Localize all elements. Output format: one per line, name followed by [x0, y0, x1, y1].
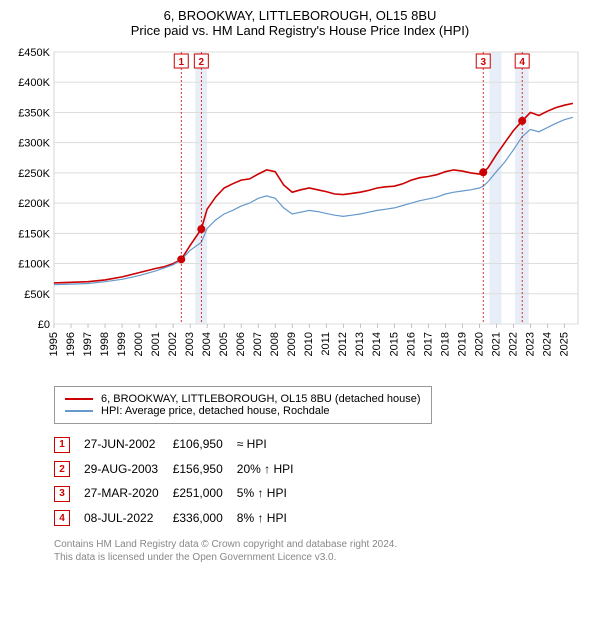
svg-text:2008: 2008 [269, 332, 281, 356]
footer-line2: This data is licensed under the Open Gov… [54, 551, 578, 564]
svg-text:2: 2 [199, 57, 205, 68]
svg-text:2000: 2000 [133, 332, 145, 356]
tx-delta: ≈ HPI [237, 432, 308, 457]
svg-text:2022: 2022 [507, 332, 519, 356]
legend-swatch-1 [65, 398, 93, 400]
svg-text:£50K: £50K [24, 289, 50, 301]
tx-marker: 4 [54, 510, 70, 526]
legend-swatch-2 [65, 410, 93, 412]
svg-text:1998: 1998 [99, 332, 111, 356]
tx-date: 27-MAR-2020 [84, 481, 173, 506]
svg-text:1: 1 [178, 57, 184, 68]
svg-text:2003: 2003 [184, 332, 196, 356]
legend: 6, BROOKWAY, LITTLEBOROUGH, OL15 8BU (de… [54, 386, 432, 424]
svg-text:2025: 2025 [558, 332, 570, 356]
svg-text:4: 4 [519, 57, 525, 68]
svg-text:2020: 2020 [473, 332, 485, 356]
line-chart: £0 £50K £100K £150K £200K £250K £300K £350K £400… [12, 44, 588, 374]
svg-text:2017: 2017 [422, 332, 434, 356]
table-row: 4 08-JUL-2022£336,0008% ↑ HPI [54, 506, 307, 531]
svg-text:2005: 2005 [218, 332, 230, 356]
svg-text:2024: 2024 [541, 332, 553, 356]
svg-text:2013: 2013 [354, 332, 366, 356]
svg-text:2011: 2011 [320, 332, 332, 356]
svg-text:£450K: £450K [18, 47, 50, 59]
svg-text:£400K: £400K [18, 77, 50, 89]
svg-text:£200K: £200K [18, 198, 50, 210]
tx-marker: 2 [54, 461, 70, 477]
tx-date: 27-JUN-2002 [84, 432, 173, 457]
footer: Contains HM Land Registry data © Crown c… [54, 538, 578, 564]
tx-marker: 3 [54, 486, 70, 502]
tx-price: £156,950 [173, 457, 237, 482]
svg-text:£0: £0 [38, 319, 50, 331]
svg-text:1995: 1995 [48, 332, 60, 356]
tx-price: £336,000 [173, 506, 237, 531]
svg-text:£300K: £300K [18, 138, 50, 150]
svg-text:2004: 2004 [201, 332, 213, 356]
svg-text:£350K: £350K [18, 107, 50, 119]
svg-text:2023: 2023 [524, 332, 536, 356]
legend-label-1: 6, BROOKWAY, LITTLEBOROUGH, OL15 8BU (de… [101, 393, 421, 405]
svg-text:£100K: £100K [18, 259, 50, 271]
svg-text:2010: 2010 [303, 332, 315, 356]
svg-text:2001: 2001 [150, 332, 162, 356]
svg-text:3: 3 [480, 57, 486, 68]
svg-text:2016: 2016 [405, 332, 417, 356]
svg-text:2019: 2019 [456, 332, 468, 356]
legend-label-2: HPI: Average price, detached house, Roch… [101, 405, 330, 417]
chart-title-line1: 6, BROOKWAY, LITTLEBOROUGH, OL15 8BU [12, 8, 588, 23]
tx-price: £251,000 [173, 481, 237, 506]
transactions-table: 1 27-JUN-2002£106,950≈ HPI 2 29-AUG-2003£15… [54, 432, 307, 530]
svg-text:2014: 2014 [371, 332, 383, 356]
tx-date: 08-JUL-2022 [84, 506, 173, 531]
svg-text:2007: 2007 [252, 332, 264, 356]
svg-text:£150K: £150K [18, 228, 50, 240]
tx-delta: 20% ↑ HPI [237, 457, 308, 482]
table-row: 3 27-MAR-2020£251,0005% ↑ HPI [54, 481, 307, 506]
table-row: 2 29-AUG-2003£156,95020% ↑ HPI [54, 457, 307, 482]
svg-text:2002: 2002 [167, 332, 179, 356]
tx-marker: 1 [54, 437, 70, 453]
tx-price: £106,950 [173, 432, 237, 457]
svg-text:1996: 1996 [65, 332, 77, 356]
chart-title-line2: Price paid vs. HM Land Registry's House … [12, 23, 588, 38]
svg-text:1999: 1999 [116, 332, 128, 356]
svg-text:2012: 2012 [337, 332, 349, 356]
tx-delta: 8% ↑ HPI [237, 506, 308, 531]
svg-text:£250K: £250K [18, 168, 50, 180]
svg-text:2009: 2009 [286, 332, 298, 356]
svg-text:2015: 2015 [388, 332, 400, 356]
tx-delta: 5% ↑ HPI [237, 481, 308, 506]
svg-text:2018: 2018 [439, 332, 451, 356]
table-row: 1 27-JUN-2002£106,950≈ HPI [54, 432, 307, 457]
footer-line1: Contains HM Land Registry data © Crown c… [54, 538, 578, 551]
tx-date: 29-AUG-2003 [84, 457, 173, 482]
svg-text:1997: 1997 [82, 332, 94, 356]
svg-text:2006: 2006 [235, 332, 247, 356]
svg-text:2021: 2021 [490, 332, 502, 356]
